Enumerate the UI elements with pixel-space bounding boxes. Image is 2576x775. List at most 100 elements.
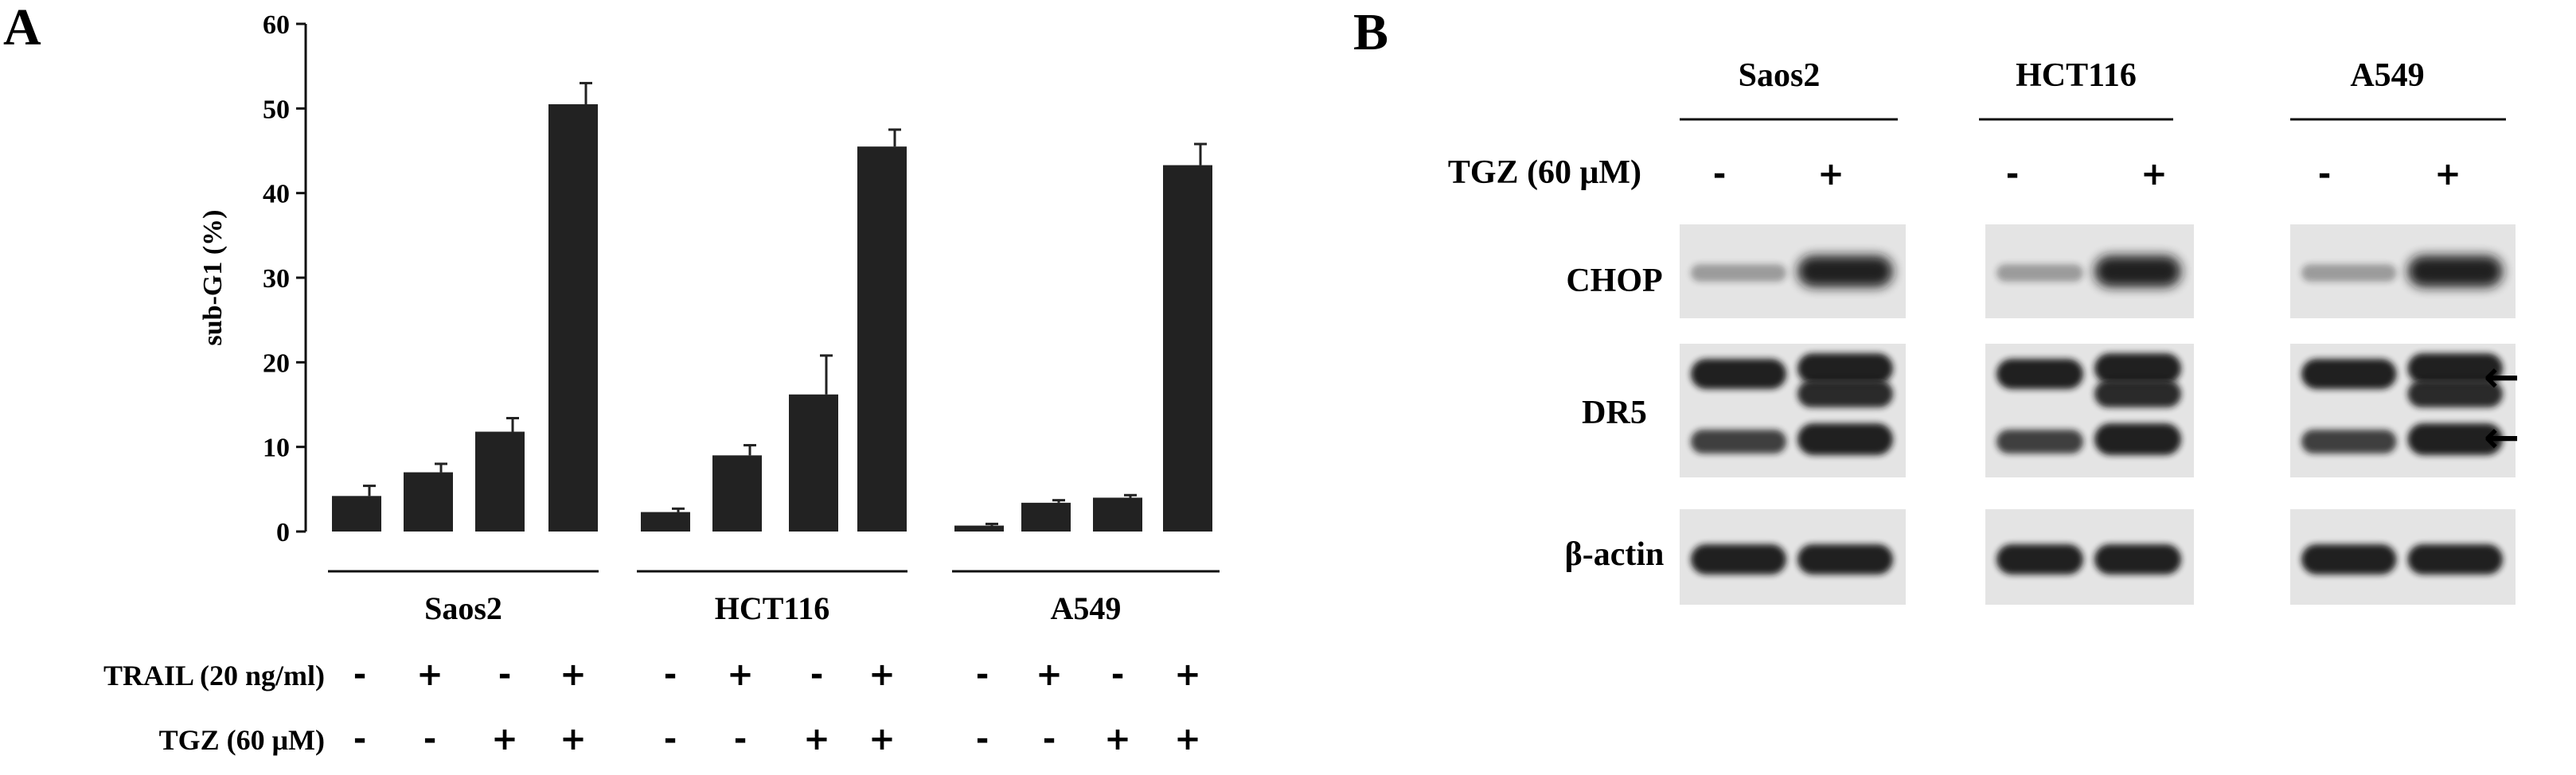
bar [404, 472, 453, 532]
condition-sign: + [1036, 656, 1063, 693]
treatment-sign: - [2318, 156, 2332, 193]
treatment-signs: - + - + - + [1713, 156, 2461, 193]
condition-signs: - + - + - + - + - + - + - - + + - - + + - - + + [353, 656, 1201, 757]
blot-band [2094, 255, 2181, 287]
error-bar [672, 507, 685, 512]
blot-band [2301, 359, 2397, 389]
y-tick-label: 20 [263, 349, 290, 378]
treatment-sign: - [2006, 156, 2020, 193]
treatment-sign: + [2434, 156, 2461, 193]
blot-band [1797, 423, 1893, 455]
blot-chop [2290, 224, 2516, 318]
error-bar [986, 522, 998, 526]
y-tick-label: 60 [263, 10, 290, 40]
y-tick-label: 30 [263, 264, 290, 294]
condition-sign: - [664, 721, 677, 757]
blot-chop [1985, 224, 2194, 318]
y-axis-label: sub-G1 (%) [198, 210, 228, 346]
bar [641, 512, 690, 532]
blot-band [2301, 544, 2397, 574]
blot-band [1996, 430, 2083, 454]
condition-sign: - [423, 721, 437, 757]
error-bar [888, 128, 901, 147]
condition-sign: + [416, 656, 443, 693]
protein-label-beta-actin: β-actin [1565, 536, 1665, 573]
blot-band [2094, 544, 2181, 574]
error-bar [1052, 499, 1065, 503]
condition-sign: - [1111, 656, 1125, 693]
protein-label-dr5: DR5 [1582, 395, 1647, 431]
error-bar [744, 444, 756, 456]
blot-band [1691, 430, 1786, 454]
condition-sign: - [976, 721, 989, 757]
y-tick-label: 10 [263, 434, 290, 463]
western-blot: Saos2 HCT116 A549 TGZ (60 μM) - + - + - + CHOP … [1448, 57, 2519, 605]
condition-sign: + [491, 721, 518, 757]
error-bar [1124, 493, 1137, 498]
blot-band [2094, 380, 2181, 407]
blot-band [1797, 255, 1893, 287]
y-tick-label: 50 [263, 95, 290, 124]
condition-sign: + [560, 721, 587, 757]
bar [1163, 165, 1212, 532]
group-label: A549 [1051, 590, 1122, 626]
blot-panels [1680, 224, 2516, 605]
group-labels: Saos2 HCT116 A549 [424, 590, 1121, 626]
panel-a-letter: A [3, 0, 41, 56]
condition-sign: - [810, 656, 824, 693]
condition-sign: - [353, 656, 367, 693]
blot-dr5 [1680, 344, 1906, 477]
condition-sign: + [1174, 656, 1201, 693]
cell-line-headers: Saos2 HCT116 A549 [1680, 57, 2506, 121]
blot-beta-actin [1680, 509, 1906, 605]
blot-band [1996, 359, 2083, 389]
blot-band [2407, 380, 2503, 407]
treatment-sign: + [2141, 156, 2168, 193]
bar [857, 146, 907, 532]
condition-sign: + [1104, 721, 1131, 757]
condition-sign: + [560, 656, 587, 693]
group-label: HCT116 [715, 590, 829, 626]
blot-beta-actin [2290, 509, 2516, 605]
blot-band [1691, 359, 1786, 389]
condition-sign: - [498, 656, 512, 693]
bar [1021, 502, 1071, 532]
blot-band [1797, 353, 1893, 384]
bar-chart: 0 10 20 30 40 50 60 sub-G1 (%) Saos2 HCT116 A549 [198, 10, 1220, 626]
blot-band [2407, 423, 2503, 455]
bar [1093, 497, 1142, 532]
condition-sign: - [353, 721, 367, 757]
condition-sign: - [664, 656, 677, 693]
condition-sign: + [868, 656, 896, 693]
bar [712, 455, 762, 532]
treatment-label: TGZ (60 μM) [1448, 154, 1641, 191]
blot-band [2094, 353, 2181, 384]
blot-band [2407, 353, 2503, 384]
condition-sign: + [803, 721, 830, 757]
blot-dr5 [2290, 344, 2516, 477]
arrow-dr5-upper: ← [2484, 352, 2519, 402]
blot-band [2407, 544, 2503, 574]
error-bar [580, 81, 592, 105]
condition-sign: + [1174, 721, 1201, 757]
group-label: Saos2 [424, 590, 502, 626]
cell-line-header: HCT116 [2016, 57, 2137, 94]
blot-band [1797, 544, 1893, 574]
arrow-dr5-lower: ← [2484, 412, 2519, 462]
treatment-sign: + [1817, 156, 1844, 193]
y-tick-label: 40 [263, 180, 290, 209]
blot-band [1797, 380, 1893, 407]
condition-sign: + [727, 656, 754, 693]
blot-band [2301, 430, 2397, 454]
error-bars [363, 81, 1207, 526]
condition-label-trail: TRAIL (20 ng/ml) [103, 660, 325, 691]
blot-band [1996, 264, 2083, 282]
blot-beta-actin [1985, 509, 2194, 605]
panel-b-letter: B [1353, 3, 1388, 61]
condition-table: TRAIL (20 ng/ml) TGZ (60 μM) - + - + - + - + - + -… [103, 656, 1201, 757]
cell-line-header: A549 [2350, 57, 2424, 94]
treatment-sign: - [1713, 156, 1727, 193]
condition-sign: - [734, 721, 747, 757]
bar [789, 394, 838, 532]
